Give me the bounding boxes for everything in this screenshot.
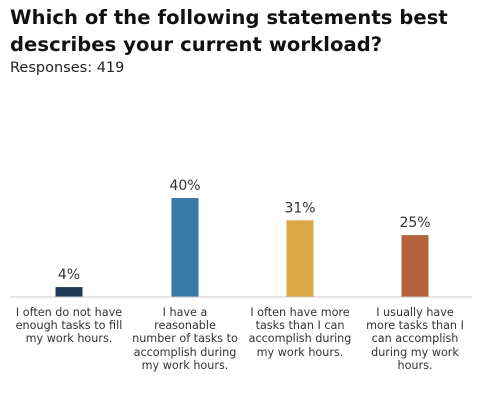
category-label-3: I often have more tasks than I can accom…	[248, 306, 352, 359]
data-label-4: 25%	[399, 215, 430, 231]
chart-subtitle: Responses: 419	[10, 60, 125, 76]
data-label-1: 4%	[58, 267, 80, 283]
bar-3	[286, 220, 314, 297]
category-label-2: I have a reasonable number of tasks to a…	[132, 306, 238, 372]
bar-1	[55, 287, 83, 297]
category-label-4: I usually have more tasks than I can acc…	[366, 306, 464, 372]
data-label-3: 31%	[284, 200, 315, 216]
data-label-2: 40%	[169, 178, 200, 194]
category-label-1: I often do not have enough tasks to fill…	[15, 306, 123, 346]
bar-2	[171, 198, 199, 297]
bar-4	[401, 235, 429, 297]
chart-title: Which of the following statements best d…	[10, 6, 448, 56]
